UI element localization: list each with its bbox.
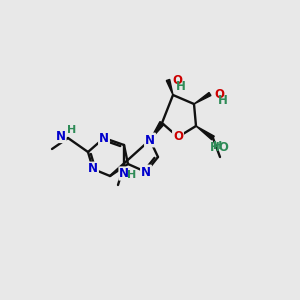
- Text: O: O: [173, 130, 183, 143]
- Text: O: O: [214, 88, 224, 100]
- Text: O: O: [172, 74, 182, 86]
- Polygon shape: [150, 122, 164, 140]
- Text: N: N: [141, 166, 151, 178]
- Text: H: H: [68, 125, 76, 135]
- Text: HO: HO: [210, 141, 230, 154]
- Text: H: H: [213, 141, 223, 151]
- Polygon shape: [166, 80, 173, 95]
- Text: H: H: [218, 94, 228, 106]
- Text: N: N: [99, 131, 109, 145]
- Text: N: N: [145, 134, 155, 146]
- Text: H: H: [128, 170, 136, 180]
- Text: H: H: [176, 80, 186, 92]
- Polygon shape: [196, 126, 214, 140]
- Text: N: N: [88, 163, 98, 176]
- Polygon shape: [194, 92, 211, 104]
- Text: N: N: [56, 130, 66, 142]
- Text: N: N: [119, 167, 129, 180]
